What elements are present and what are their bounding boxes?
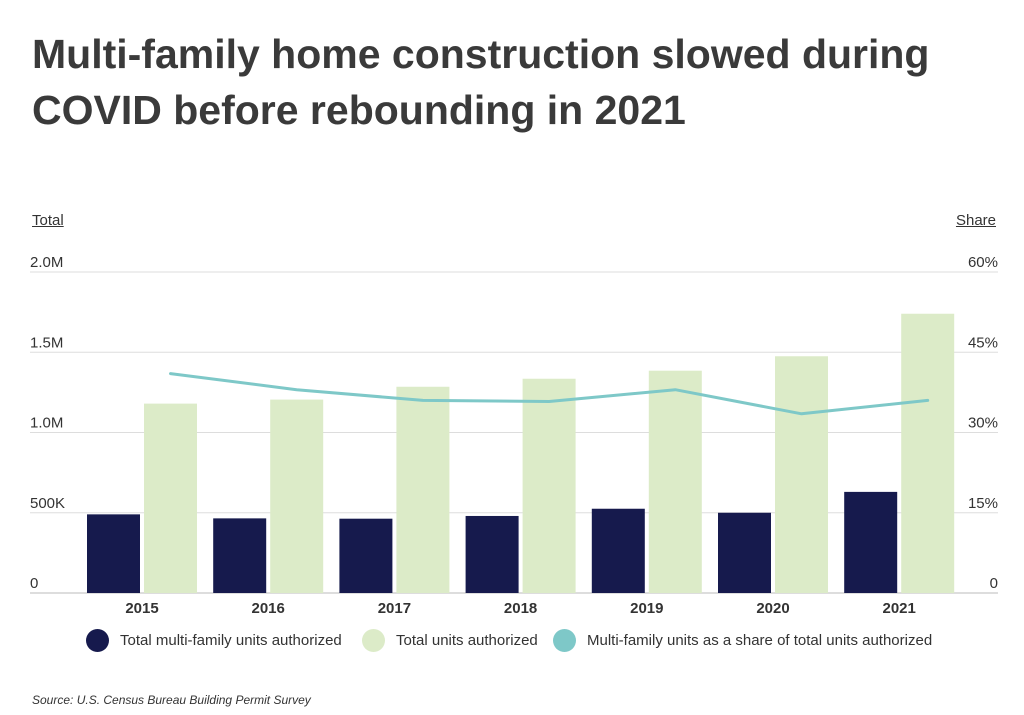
share-line	[169, 372, 930, 416]
x-axis-tick-label: 2016	[252, 600, 285, 617]
legend-swatch-share	[553, 628, 576, 652]
legend: Total multi-family units authorized Tota…	[0, 627, 1024, 653]
bar-total-units-2016	[270, 399, 324, 593]
bar-multi-family-2018	[465, 515, 519, 593]
bar-multi-family-2017	[339, 518, 393, 593]
x-axis-tick-label: 2019	[630, 600, 663, 617]
right-axis-tick-label: 15%	[968, 495, 998, 512]
right-axis-tick-label: 0	[990, 575, 998, 592]
bar-total-units-2020	[775, 356, 828, 593]
legend-item-share: Multi-family units as a share of total u…	[553, 627, 932, 653]
bar-total-units-2021	[901, 313, 955, 593]
left-axis-tick-label: 0	[30, 575, 38, 592]
left-axis-tick-label: 1.0M	[30, 415, 63, 432]
legend-label-total-units: Total units authorized	[396, 631, 538, 649]
right-axis-tick-label: 30%	[968, 415, 998, 432]
bar-total-units-2015	[144, 403, 197, 593]
right-axis-tick-label: 45%	[968, 334, 998, 351]
bar-total-units-2017	[396, 386, 450, 593]
legend-label-multi-family: Total multi-family units authorized	[120, 631, 342, 649]
x-axis-tick-label: 2015	[125, 600, 158, 617]
legend-label-share: Multi-family units as a share of total u…	[587, 631, 933, 649]
bar-multi-family-2021	[844, 491, 898, 593]
x-axis-tick-label: 2021	[883, 600, 916, 617]
bar-multi-family-2015	[87, 514, 140, 593]
right-axis-title: Share	[955, 212, 996, 229]
combo-bar-line-chart: 0 500K 1.0M 1.5M 2.0M 0 15% 30% 45% 60% 2015 2016 20…	[30, 254, 998, 617]
left-axis-title: Total	[32, 212, 64, 229]
bar-multi-family-2016	[213, 518, 267, 593]
x-axis-tick-label: 2020	[756, 600, 789, 617]
source-note: Source: U.S. Census Bureau Building Perm…	[32, 693, 311, 707]
left-axis-tick-label: 500K	[30, 495, 65, 512]
left-axis-tick-label: 1.5M	[30, 334, 63, 351]
legend-item-multi-family: Total multi-family units authorized	[86, 627, 342, 653]
legend-item-total-units: Total units authorized	[362, 627, 538, 653]
chart-title: Multi-family home construction slowed du…	[32, 31, 930, 133]
right-axis-tick-label: 60%	[968, 254, 998, 271]
bar-total-units-2019	[648, 370, 702, 593]
x-axis-tick-label: 2018	[504, 600, 537, 617]
legend-swatch-multi-family	[86, 628, 109, 652]
bar-multi-family-2020	[718, 512, 771, 593]
legend-swatch-total-units	[362, 628, 385, 652]
bar-total-units-2018	[522, 378, 576, 593]
left-axis-tick-label: 2.0M	[30, 254, 63, 271]
bar-multi-family-2019	[591, 508, 645, 593]
x-axis-tick-label: 2017	[378, 600, 411, 617]
